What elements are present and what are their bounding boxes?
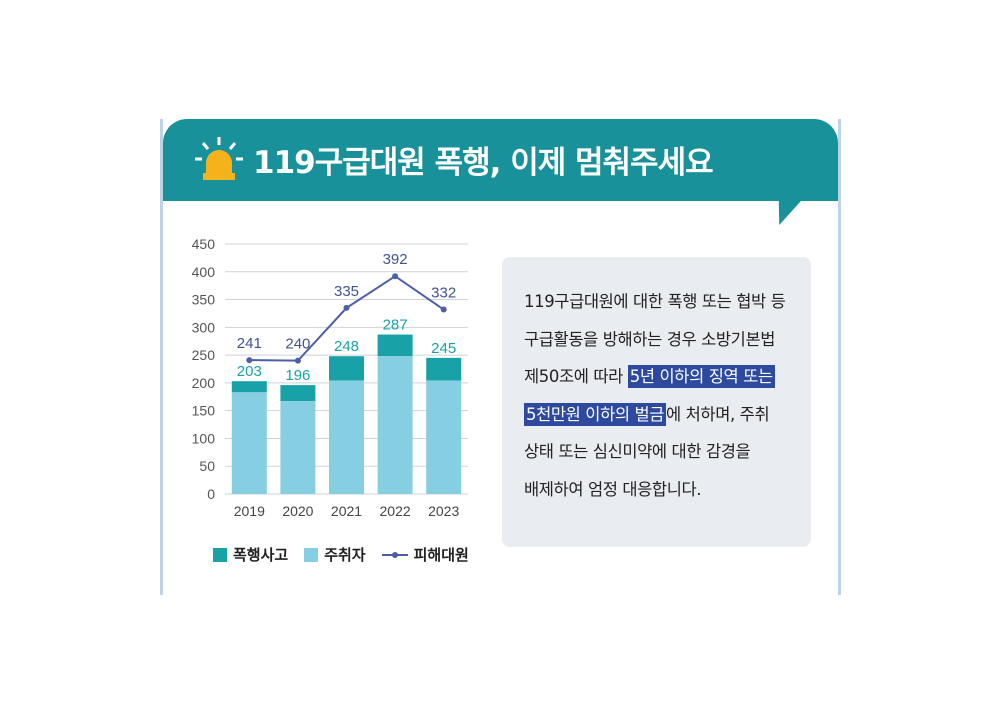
- y-tick-label: 150: [192, 403, 216, 419]
- x-tick-label: 2023: [428, 503, 459, 519]
- legend-item-victims: 피해대원: [381, 544, 469, 565]
- data-label-assault: 196: [285, 367, 310, 384]
- info-line-2: 구급활동을 방해하는 경우 소방기본법: [524, 329, 776, 349]
- siren-icon: [195, 137, 243, 180]
- legend-item-assault: 폭행사고: [213, 544, 288, 565]
- x-tick-label: 2020: [282, 503, 313, 519]
- bar-assault: [280, 385, 316, 402]
- data-label-victims: 240: [285, 336, 310, 353]
- y-tick-label: 250: [192, 347, 216, 363]
- data-label-victims: 332: [431, 285, 456, 302]
- info-line-1: 119구급대원에 대한 폭행 또는 협박 등: [524, 292, 786, 311]
- bar-drunk: [329, 380, 364, 494]
- legend-swatch-drunk: [304, 547, 319, 562]
- info-line-3-text: 제50조에 따라: [524, 367, 628, 386]
- bar-assault: [377, 334, 413, 357]
- legend-label-drunk: 주취자: [324, 546, 366, 564]
- info-line-4-text: 에 처하며, 주취: [666, 404, 770, 424]
- speech-tail: [769, 199, 803, 225]
- bar-drunk: [377, 356, 413, 494]
- y-tick-label: 200: [192, 375, 216, 391]
- y-tick-label: 400: [192, 264, 216, 280]
- info-box: 119구급대원에 대한 폭행 또는 협박 등 구급활동을 방해하는 경우 소방기…: [502, 257, 811, 547]
- point-victims: [246, 357, 253, 364]
- page-title: 119구급대원 폭행, 이제 멈춰주세요: [253, 145, 714, 181]
- legend-item-drunk: 주취자: [304, 544, 366, 565]
- y-tick-label: 100: [192, 430, 216, 446]
- y-tick-label: 0: [207, 486, 215, 502]
- legend-swatch-assault: [213, 547, 227, 562]
- point-victims: [440, 306, 447, 313]
- data-label-assault: 203: [237, 363, 262, 380]
- point-victims: [392, 273, 399, 280]
- x-tick-label: 2022: [380, 503, 411, 519]
- penalty-highlight-2: 5천만원 이하의 벌금: [524, 402, 667, 426]
- legend-label-assault: 폭행사고: [233, 546, 289, 564]
- y-tick-label: 300: [192, 319, 216, 335]
- info-line-6: 배제하여 엄정 대응합니다.: [524, 479, 702, 499]
- data-label-victims: 335: [334, 283, 359, 300]
- data-label-assault: 287: [383, 317, 408, 334]
- bar-assault: [426, 357, 462, 381]
- chart-legend: 폭행사고 주취자 피해대원: [213, 544, 469, 565]
- bar-drunk: [426, 380, 462, 494]
- data-label-assault: 248: [334, 338, 359, 355]
- legend-label-victims: 피해대원: [413, 546, 469, 564]
- y-tick-label: 50: [199, 458, 215, 474]
- penalty-highlight-1: 5년 이하의 징역 또는: [627, 365, 775, 388]
- info-line-4: 5천만원 이하의 벌금 에 처하며, 주취: [524, 396, 789, 434]
- data-label-victims: 392: [383, 251, 408, 268]
- bar-assault: [231, 381, 267, 393]
- x-tick-label: 2019: [234, 503, 265, 519]
- data-label-victims: 241: [237, 335, 262, 352]
- y-tick-label: 350: [192, 292, 216, 308]
- bar-assault: [329, 356, 364, 381]
- point-victims: [294, 357, 301, 364]
- info-line-5: 상태 또는 심신미약에 대한 감경을: [524, 442, 751, 461]
- point-victims: [343, 304, 350, 311]
- title-banner: 119구급대원 폭행, 이제 멈춰주세요: [163, 119, 838, 201]
- x-tick-label: 2021: [331, 503, 362, 519]
- info-line-3: 제50조에 따라 5년 이하의 징역 또는: [524, 358, 789, 396]
- bar-line-chart: 0 50 100 150 200 250 300 350 400 450 203 2019 196 202…: [192, 236, 468, 519]
- data-label-assault: 245: [431, 340, 456, 357]
- y-tick-label: 450: [192, 236, 216, 252]
- infographic-card: 119구급대원 폭행, 이제 멈춰주세요 0 50 100 150 200 250 300 3…: [160, 119, 841, 595]
- legend-line-marker: [381, 551, 408, 558]
- bar-drunk: [231, 392, 267, 494]
- bar-drunk: [280, 401, 316, 494]
